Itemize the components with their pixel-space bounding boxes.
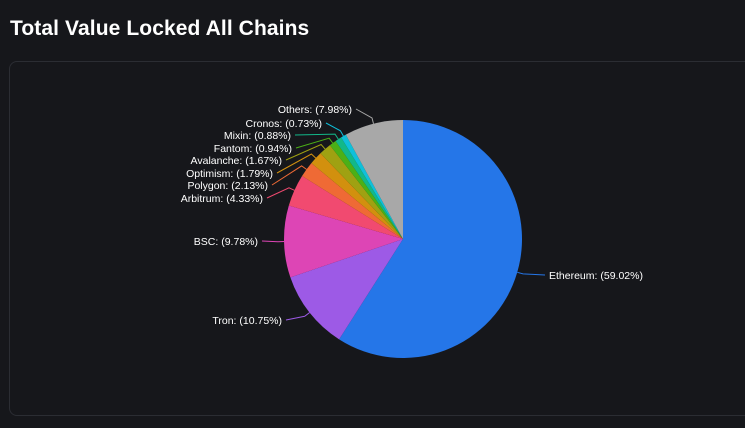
pie-slice-tron[interactable] [290, 239, 403, 340]
pie-slice-polygon[interactable] [302, 163, 403, 239]
pie-slice-bsc[interactable] [284, 205, 403, 278]
pie-slice-optimism[interactable] [311, 153, 403, 239]
leader-line-ethereum [517, 271, 546, 276]
leader-line-avalanche [285, 143, 326, 161]
slice-label-optimism: Optimism: (1.79%) [186, 168, 273, 180]
slice-label-tron: Tron: (10.75%) [212, 315, 282, 327]
pie-slices [284, 120, 523, 358]
slice-label-fantom: Fantom: (0.94%) [214, 143, 292, 155]
leader-line-arbitrum [266, 187, 295, 199]
slice-label-arbitrum: Arbitrum: (4.33%) [181, 193, 263, 205]
leader-line-tron [285, 312, 310, 321]
leader-line-optimism [276, 153, 317, 174]
leader-line-fantom [295, 137, 334, 149]
slice-label-avalanche: Avalanche: (1.67%) [191, 155, 282, 167]
slice-label-mixin: Mixin: (0.88%) [224, 130, 291, 142]
pie-slice-avalanche[interactable] [320, 145, 403, 239]
slice-label-ethereum: Ethereum: (59.02%) [549, 270, 643, 282]
slice-label-others: Others: (7.98%) [278, 104, 352, 116]
slice-label-polygon: Polygon: (2.13%) [187, 180, 268, 192]
slice-label-cronos: Cronos: (0.73%) [246, 118, 322, 130]
leader-line-others [355, 108, 374, 124]
pie-slice-others[interactable] [345, 120, 403, 239]
leader-line-mixin [294, 133, 339, 140]
slice-label-bsc: BSC: (9.78%) [194, 236, 258, 248]
pie-slice-ethereum[interactable] [339, 120, 523, 358]
pie-labels: Ethereum: (59.02%) Tron: (10.75%) BSC: (9.… [181, 104, 643, 327]
pie-slice-mixin[interactable] [335, 137, 403, 239]
leader-line-polygon [271, 165, 307, 186]
leader-line-cronos [325, 122, 344, 137]
page-title: Total Value Locked All Chains [10, 17, 310, 40]
pie-slice-arbitrum[interactable] [288, 176, 403, 239]
leader-line-bsc [261, 240, 285, 243]
pie-slice-fantom[interactable] [329, 140, 403, 239]
pie-slice-cronos[interactable] [341, 134, 403, 239]
